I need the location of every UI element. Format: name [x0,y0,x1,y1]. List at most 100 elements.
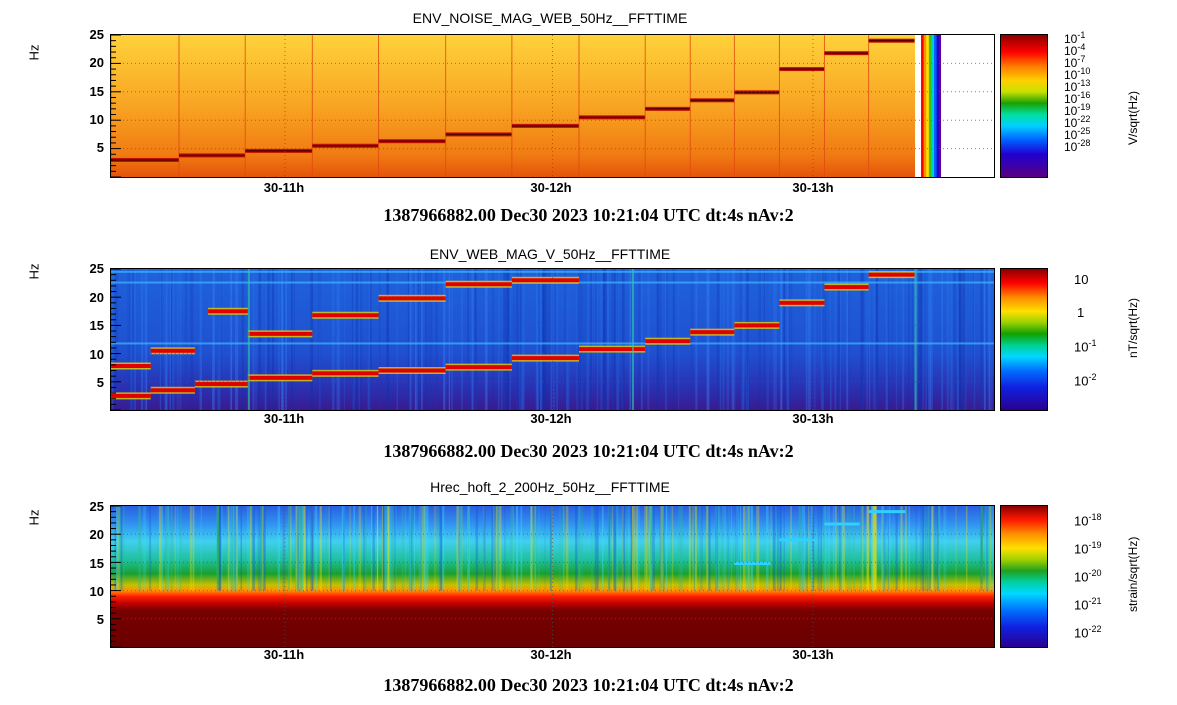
noise-stripe [770,506,772,591]
noise-stripe [402,506,405,591]
noise-stripe [258,506,261,591]
noise-stripe [889,506,890,591]
noise-stripe [303,506,306,591]
noise-stripe [491,506,493,591]
noise-stripe [829,506,830,591]
noise-stripe [840,506,842,591]
noise-stripe [875,506,877,591]
noise-stripe [419,506,422,591]
noise-stripe [251,506,254,591]
noise-stripe [145,506,147,591]
noise-stripe [628,506,629,591]
chart-title: Hrec_hoft_2_200Hz_50Hz__FFTTIME [0,479,1100,495]
noise-stripe [678,506,681,591]
noise-stripe [559,506,560,591]
noise-stripe [263,506,266,591]
noise-stripe [847,506,850,591]
noise-stripe [483,506,486,591]
noise-stripe [826,506,828,591]
noise-stripe [660,506,662,591]
noise-stripe [922,506,923,591]
noise-stripe [220,506,221,591]
noise-stripe [121,506,123,591]
noise-stripe [496,506,497,591]
noise-stripe [909,506,910,591]
tone-line [824,523,859,526]
y-axis-label: Hz [26,510,41,526]
noise-stripe [288,506,290,591]
noise-stripe [167,506,168,591]
noise-stripe [635,506,637,591]
noise-stripe [595,506,598,591]
noise-stripe [114,506,116,591]
y-tick-label: 5 [74,612,104,627]
noise-stripe [743,506,746,591]
noise-stripe [171,506,173,591]
noise-stripe [887,506,888,591]
noise-stripe [718,506,721,591]
noise-stripe [343,506,345,591]
x-tick-label: 30-12h [530,647,571,662]
noise-stripe [777,506,778,591]
noise-stripe [672,506,673,591]
colorbar-unit-label: strain/sqrt(Hz) [1126,537,1140,612]
noise-stripe [591,506,593,591]
colorbar-tick-label: 10-19 [1074,540,1101,556]
noise-stripe [984,506,985,591]
noise-stripe [666,506,667,591]
noise-stripe [806,506,808,591]
noise-stripe [530,506,532,591]
noise-stripe [175,506,177,591]
noise-stripe [538,506,539,591]
noise-stripe [306,506,307,591]
noise-stripe [157,506,158,591]
noise-stripe [315,506,318,591]
noise-stripe [498,506,500,591]
noise-stripe [644,506,647,591]
noise-stripe [802,506,803,591]
noise-stripe [176,506,179,591]
noise-stripe [681,506,683,591]
y-tick-label: 20 [74,527,104,542]
noise-stripe [391,506,394,591]
noise-stripe [602,506,604,591]
noise-stripe [350,506,351,591]
tone-line [779,538,815,541]
noise-stripe [751,506,753,591]
noise-stripe [784,506,785,591]
noise-stripe [241,506,242,591]
noise-stripe [262,506,263,591]
noise-stripe [723,506,726,591]
transient-line [217,506,219,584]
colorbar-tick-label: 10-20 [1074,568,1101,584]
noise-stripe [330,506,331,591]
noise-stripe [652,506,655,591]
noise-stripe [468,506,469,591]
noise-stripe [616,506,618,591]
noise-stripe [622,506,624,591]
noise-stripe [566,506,569,591]
noise-stripe [613,506,616,591]
noise-stripe [534,506,536,591]
noise-stripe [563,506,564,591]
noise-stripe [320,506,322,591]
colorbar-tick-label: 10-18 [1074,512,1101,528]
colorbar-tick-label: 10-21 [1074,596,1101,612]
noise-stripe [931,506,933,591]
y-tick-label: 25 [74,499,104,514]
noise-stripe [165,506,167,591]
noise-stripe [863,506,864,591]
noise-stripe [384,506,386,591]
noise-stripe [493,506,494,591]
noise-stripe [799,506,801,591]
noise-stripe [695,506,697,591]
noise-stripe [201,506,203,591]
noise-stripe [860,506,862,591]
noise-stripe [372,506,374,591]
noise-stripe [328,506,330,591]
spectrogram-plot [110,505,995,648]
noise-stripe [550,506,552,591]
noise-stripe [700,506,702,591]
noise-stripe [437,506,438,591]
noise-stripe [991,506,994,591]
